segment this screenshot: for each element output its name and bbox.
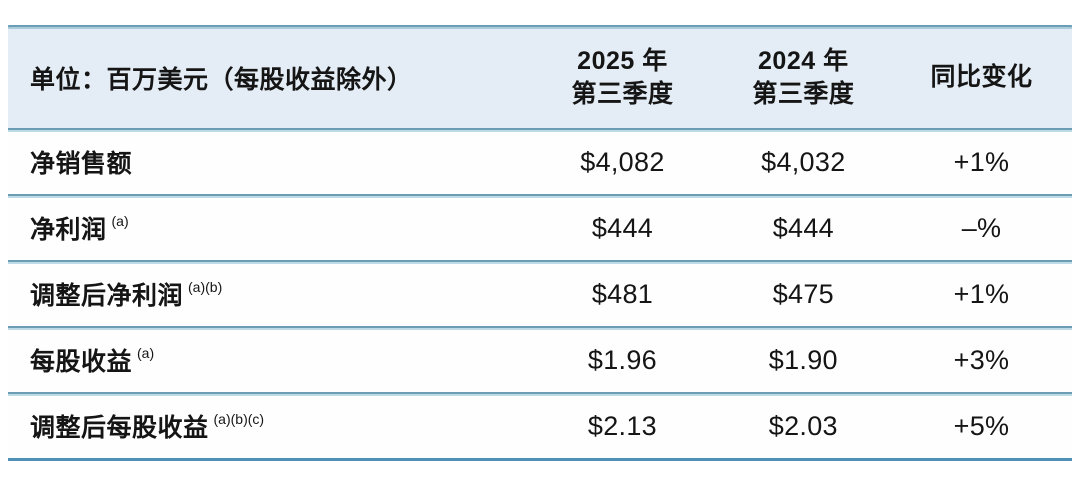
- row-footnote: (a): [137, 344, 155, 361]
- value-q3-2024: $475: [772, 278, 834, 309]
- row-label: 净销售额: [8, 144, 529, 180]
- financial-results-table: 单位：百万美元（每股收益除外） 2025 年 第三季度 2024 年 第三季度 …: [8, 25, 1072, 461]
- value-yoy-change: +1%: [953, 278, 1010, 309]
- table-row-adjusted-eps: 调整后每股收益 (a)(b)(c) $2.13 $2.03 +5%: [8, 392, 1072, 461]
- row-footnote: (a): [111, 212, 129, 229]
- header-col-q3-2025-line1: 2025 年: [577, 46, 668, 75]
- value-q3-2025: $444: [591, 212, 654, 243]
- row-label: 净利润 (a): [8, 210, 529, 246]
- header-unit-note: 单位：百万美元（每股收益除外）: [30, 65, 413, 94]
- header-col-q3-2024-line1: 2024 年: [758, 46, 849, 75]
- header-col-q3-2025-line2: 第三季度: [571, 79, 674, 108]
- value-q3-2024: $1.90: [768, 344, 838, 375]
- row-label-text: 净利润: [30, 216, 107, 244]
- header-col-q3-2024: 2024 年 第三季度: [716, 45, 892, 111]
- header-col-q3-2024-line2: 第三季度: [752, 79, 855, 108]
- value-q3-2024: $2.03: [768, 410, 838, 441]
- header-col-yoy-change: 同比变化: [930, 63, 1033, 91]
- value-q3-2025: $1.96: [587, 344, 657, 375]
- row-footnote: (a)(b)(c): [213, 410, 265, 427]
- header-col-q3-2025: 2025 年 第三季度: [529, 45, 715, 111]
- value-q3-2025: $4,082: [580, 146, 665, 177]
- row-footnote: (a)(b): [188, 278, 223, 295]
- row-label-text: 净销售额: [30, 150, 133, 178]
- row-label: 每股收益 (a): [8, 342, 529, 378]
- row-label-text: 每股收益: [30, 348, 133, 376]
- table-header-row: 单位：百万美元（每股收益除外） 2025 年 第三季度 2024 年 第三季度 …: [8, 25, 1072, 128]
- value-q3-2024: $444: [772, 212, 834, 243]
- value-yoy-change: +5%: [953, 410, 1010, 441]
- value-q3-2025: $2.13: [587, 410, 657, 441]
- value-q3-2025: $481: [591, 278, 654, 309]
- value-yoy-change: +3%: [953, 344, 1010, 375]
- row-label-text: 调整后每股收益: [30, 414, 209, 442]
- table-row-net-sales: 净销售额 $4,082 $4,032 +1%: [8, 128, 1072, 194]
- value-yoy-change: +1%: [953, 146, 1010, 177]
- table-row-net-income: 净利润 (a) $444 $444 –%: [8, 194, 1072, 260]
- row-label-text: 调整后净利润: [30, 282, 184, 310]
- row-label: 调整后净利润 (a)(b): [8, 276, 529, 312]
- value-q3-2024: $4,032: [761, 146, 846, 177]
- table-row-eps: 每股收益 (a) $1.96 $1.90 +3%: [8, 326, 1072, 392]
- row-label: 调整后每股收益 (a)(b)(c): [8, 408, 529, 444]
- value-yoy-change: –%: [961, 212, 1002, 243]
- table-row-adjusted-net-income: 调整后净利润 (a)(b) $481 $475 +1%: [8, 260, 1072, 326]
